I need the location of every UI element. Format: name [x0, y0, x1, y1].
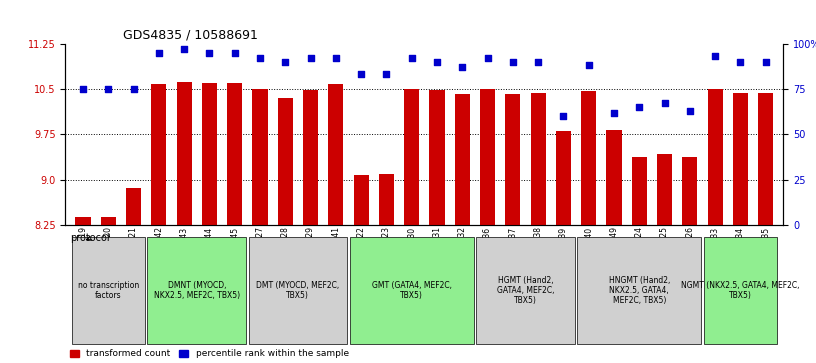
Point — [759, 59, 772, 65]
Text: GMT (GATA4, MEF2C,
TBX5): GMT (GATA4, MEF2C, TBX5) — [371, 281, 452, 300]
FancyBboxPatch shape — [148, 237, 246, 344]
Bar — [429, 90, 445, 363]
Bar — [707, 89, 723, 363]
Point — [178, 46, 191, 52]
Point — [127, 86, 140, 92]
Bar — [682, 157, 698, 363]
Bar — [657, 154, 672, 363]
Point — [531, 59, 544, 65]
Point — [153, 50, 166, 56]
Point — [658, 101, 671, 106]
Bar — [75, 217, 91, 363]
Bar — [100, 217, 116, 363]
Bar — [530, 93, 546, 363]
Bar — [404, 89, 419, 363]
Point — [77, 86, 90, 92]
Bar — [581, 91, 596, 363]
Bar — [758, 93, 774, 363]
Point — [203, 50, 216, 56]
Bar — [202, 83, 217, 363]
Bar — [328, 84, 344, 363]
Text: DMT (MYOCD, MEF2C,
TBX5): DMT (MYOCD, MEF2C, TBX5) — [256, 281, 339, 300]
FancyBboxPatch shape — [477, 237, 574, 344]
Bar — [126, 188, 141, 363]
Bar — [227, 83, 242, 363]
Text: DMNT (MYOCD,
NKX2.5, MEF2C, TBX5): DMNT (MYOCD, NKX2.5, MEF2C, TBX5) — [153, 281, 240, 300]
Point — [607, 110, 620, 115]
Bar — [252, 89, 268, 363]
Bar — [353, 175, 369, 363]
Point — [481, 55, 494, 61]
Bar — [455, 94, 470, 363]
Bar — [632, 157, 647, 363]
Text: GDS4835 / 10588691: GDS4835 / 10588691 — [122, 28, 258, 41]
Point — [430, 59, 443, 65]
Text: NGMT (NKX2.5, GATA4, MEF2C,
TBX5): NGMT (NKX2.5, GATA4, MEF2C, TBX5) — [681, 281, 800, 300]
Bar — [277, 98, 293, 363]
Point — [708, 53, 721, 59]
Point — [557, 113, 570, 119]
Point — [683, 108, 696, 114]
FancyBboxPatch shape — [350, 237, 473, 344]
FancyBboxPatch shape — [577, 237, 701, 344]
Text: HGMT (Hand2,
GATA4, MEF2C,
TBX5): HGMT (Hand2, GATA4, MEF2C, TBX5) — [497, 276, 554, 305]
Point — [355, 72, 368, 77]
Point — [632, 104, 645, 110]
Bar — [480, 89, 495, 363]
Point — [734, 59, 747, 65]
Bar — [151, 84, 166, 363]
Legend: transformed count, percentile rank within the sample: transformed count, percentile rank withi… — [70, 350, 348, 359]
Point — [304, 55, 317, 61]
Point — [330, 55, 343, 61]
FancyBboxPatch shape — [72, 237, 145, 344]
Bar — [733, 93, 748, 363]
Bar — [303, 90, 318, 363]
Point — [228, 50, 242, 56]
Point — [102, 86, 115, 92]
FancyBboxPatch shape — [249, 237, 347, 344]
Point — [254, 55, 267, 61]
FancyBboxPatch shape — [703, 237, 777, 344]
Text: HNGMT (Hand2,
NKX2.5, GATA4,
MEF2C, TBX5): HNGMT (Hand2, NKX2.5, GATA4, MEF2C, TBX5… — [609, 276, 670, 305]
Text: protocol: protocol — [70, 233, 110, 244]
Bar — [176, 82, 192, 363]
Bar — [505, 94, 521, 363]
Bar — [379, 174, 394, 363]
Point — [582, 62, 595, 68]
Point — [279, 59, 292, 65]
Bar — [606, 130, 622, 363]
Point — [506, 59, 519, 65]
Point — [406, 55, 419, 61]
Point — [380, 72, 393, 77]
Point — [455, 64, 468, 70]
Bar — [556, 131, 571, 363]
Text: no transcription
factors: no transcription factors — [78, 281, 139, 300]
